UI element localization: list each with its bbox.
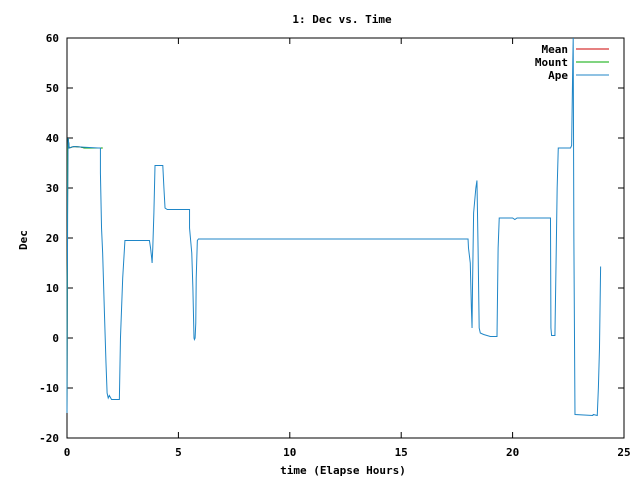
axis-ticks: 0 5 10 15 20 25 -20 -10 0 10 20 30 40 50 60 [39, 32, 631, 459]
legend-label-mount: Mount [535, 56, 568, 69]
series-line-mount [66, 137, 103, 414]
y-tick-label: 60 [46, 32, 59, 45]
y-tick-label: -20 [39, 432, 59, 445]
y-tick-label: 50 [46, 82, 59, 95]
plot-frame [66, 37, 625, 439]
y-tick-label: 20 [46, 232, 59, 245]
y-tick-label: -10 [39, 382, 59, 395]
y-tick-label: 10 [46, 282, 59, 295]
x-axis-label: time (Elapse Hours) [280, 464, 406, 477]
series-line-mean [66, 137, 103, 414]
x-tick-label: 15 [395, 446, 408, 459]
x-tick-label: 0 [64, 446, 71, 459]
y-tick-label: 40 [46, 132, 59, 145]
data-lines [66, 37, 602, 417]
legend-label-mean: Mean [542, 43, 569, 56]
x-tick-label: 25 [617, 446, 630, 459]
chart-title: 1: Dec vs. Time [292, 13, 392, 26]
legend-label-ape: Ape [548, 69, 568, 82]
y-axis-label: Dec [17, 230, 30, 250]
series-line-ape [66, 37, 602, 417]
x-tick-label: 5 [175, 446, 182, 459]
x-tick-label: 10 [283, 446, 296, 459]
x-tick-label: 20 [506, 446, 519, 459]
y-tick-label: 0 [52, 332, 59, 345]
y-tick-label: 30 [46, 182, 59, 195]
